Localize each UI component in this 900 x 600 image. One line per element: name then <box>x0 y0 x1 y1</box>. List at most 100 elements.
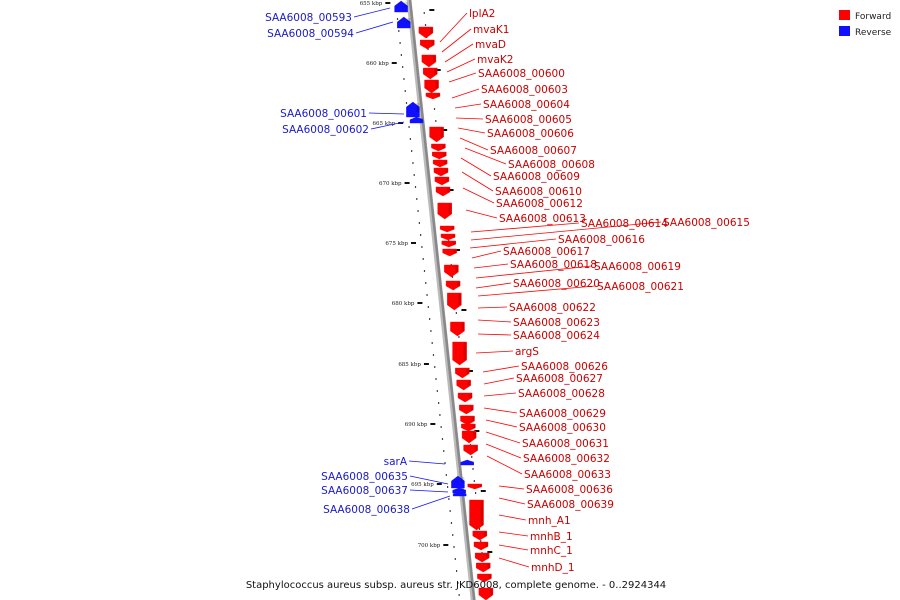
forward-gene-arrow[interactable] <box>439 225 455 233</box>
reverse-gene-arrow[interactable] <box>452 491 467 497</box>
reverse-gene-label[interactable]: SAA6008_00637 <box>321 485 408 497</box>
forward-gene-label[interactable]: SAA6008_00621 <box>597 281 684 293</box>
forward-gene-arrow[interactable] <box>469 499 484 531</box>
forward-gene-label[interactable]: mvaD <box>475 39 506 51</box>
forward-gene-label[interactable]: SAA6008_00600 <box>478 68 565 80</box>
reverse-gene-label[interactable]: sarA <box>384 456 408 468</box>
forward-gene-arrow[interactable] <box>429 126 444 143</box>
forward-gene-arrow[interactable] <box>425 92 441 100</box>
forward-gene-label[interactable]: SAA6008_00639 <box>527 499 614 511</box>
forward-gene-arrow[interactable] <box>477 573 492 583</box>
forward-gene-label[interactable]: SAA6008_00632 <box>523 453 610 465</box>
forward-gene-arrow[interactable] <box>431 143 446 152</box>
forward-gene-label[interactable]: SAA6008_00623 <box>513 317 600 329</box>
forward-gene-arrow[interactable] <box>423 67 438 80</box>
forward-gene-arrow[interactable] <box>456 379 471 391</box>
forward-gene-arrow[interactable] <box>441 240 456 248</box>
forward-gene-label[interactable]: SAA6008_00612 <box>496 198 583 210</box>
reverse-gene-label[interactable]: SAA6008_00602 <box>282 124 369 136</box>
forward-gene-label[interactable]: SAA6008_00606 <box>487 128 574 140</box>
forward-gene-label[interactable]: SAA6008_00618 <box>510 259 597 271</box>
forward-gene-arrow[interactable] <box>452 341 467 366</box>
forward-gene-arrow[interactable] <box>474 552 490 563</box>
forward-gene-arrow[interactable] <box>420 39 435 50</box>
forward-gene-label[interactable]: mvaK2 <box>477 54 513 66</box>
forward-gene-arrow[interactable] <box>472 530 488 541</box>
forward-gene-label[interactable]: SAA6008_00620 <box>513 278 600 290</box>
forward-gene-label[interactable]: SAA6008_00613 <box>499 213 586 225</box>
forward-gene-arrow[interactable] <box>476 562 491 573</box>
forward-gene-label[interactable]: SAA6008_00624 <box>513 330 600 342</box>
forward-gene-label[interactable]: SAA6008_00605 <box>485 114 572 126</box>
forward-gene-arrow[interactable] <box>440 233 456 241</box>
forward-gene-label[interactable]: SAA6008_00615 <box>663 217 750 229</box>
forward-gene-arrow[interactable] <box>450 321 465 337</box>
reverse-gene-arrow[interactable] <box>394 0 408 13</box>
forward-gene-label[interactable]: mnhB_1 <box>530 531 573 543</box>
forward-gene-arrow[interactable] <box>457 392 473 403</box>
forward-gene-arrow[interactable] <box>461 430 477 444</box>
forward-gene-label[interactable]: SAA6008_00616 <box>558 234 645 246</box>
forward-gene-label[interactable]: SAA6008_00622 <box>509 302 596 314</box>
forward-gene-arrow[interactable] <box>421 54 437 68</box>
forward-gene-arrow[interactable] <box>433 167 449 177</box>
forward-gene-label[interactable]: SAA6008_00603 <box>481 84 568 96</box>
kbp-tick-label: 655 kbp <box>360 1 383 7</box>
gene-labels[interactable]: lplA2 mvaK1 mvaD mvaK2 SAA6008_00600 SAA6008_… <box>265 8 750 574</box>
forward-label-leader <box>459 137 489 151</box>
forward-gene-label[interactable]: argS <box>515 346 539 358</box>
forward-gene-arrow[interactable] <box>473 541 489 551</box>
forward-gene-label[interactable]: mnhD_1 <box>531 562 575 574</box>
reverse-gene-arrow[interactable] <box>451 475 465 489</box>
forward-gene-arrow[interactable] <box>418 26 434 39</box>
forward-gene-label[interactable]: SAA6008_00619 <box>594 261 681 273</box>
reverse-gene-arrow[interactable] <box>460 459 474 466</box>
forward-gene-arrow[interactable] <box>447 292 462 311</box>
forward-gene-arrow[interactable] <box>463 444 478 456</box>
forward-gene-arrow[interactable] <box>444 264 459 278</box>
reverse-gene-arrow[interactable] <box>406 101 420 118</box>
forward-gene-label[interactable]: SAA6008_00631 <box>522 438 609 450</box>
forward-gene-arrow[interactable] <box>442 248 457 257</box>
forward-gene-label[interactable]: SAA6008_00628 <box>518 388 605 400</box>
forward-gene-label[interactable]: mvaK1 <box>473 24 509 36</box>
forward-gene-arrow[interactable] <box>424 79 439 94</box>
forward-gene-arrow[interactable] <box>432 151 447 160</box>
forward-gene-arrow[interactable] <box>434 176 450 186</box>
forward-gene-arrow[interactable] <box>432 159 448 168</box>
forward-gene-label[interactable]: SAA6008_00627 <box>516 373 603 385</box>
forward-gene-arrow[interactable] <box>437 202 452 220</box>
forward-gene-label[interactable]: lplA2 <box>469 8 495 20</box>
forward-gene-label[interactable]: mnh_A1 <box>528 515 571 527</box>
reverse-gene-arrow[interactable] <box>397 16 411 29</box>
forward-gene-label[interactable]: SAA6008_00617 <box>503 246 590 258</box>
forward-gene-label[interactable]: SAA6008_00636 <box>526 484 613 496</box>
forward-gene-arrow[interactable] <box>478 587 494 600</box>
forward-gene-label[interactable]: SAA6008_00608 <box>508 159 595 171</box>
forward-gene-label[interactable]: SAA6008_00607 <box>490 145 577 157</box>
forward-gene-label[interactable]: SAA6008_00630 <box>519 422 606 434</box>
reverse-gene-label[interactable]: SAA6008_00638 <box>323 504 410 516</box>
reverse-gene-label[interactable]: SAA6008_00601 <box>280 108 367 120</box>
forward-gene-label[interactable]: SAA6008_00614 <box>581 218 668 230</box>
forward-gene-arrow[interactable] <box>467 483 482 490</box>
forward-gene-label[interactable]: SAA6008_00626 <box>521 361 608 373</box>
reverse-gene-label[interactable]: SAA6008_00594 <box>267 28 354 40</box>
forward-gene-arrow[interactable] <box>455 367 470 379</box>
reverse-gene-arrow[interactable] <box>409 116 424 124</box>
forward-gene-label[interactable]: SAA6008_00610 <box>495 186 582 198</box>
forward-gene-arrow[interactable] <box>460 415 475 426</box>
forward-gene-arrow[interactable] <box>445 280 461 291</box>
minor-tick-left <box>443 450 445 452</box>
forward-gene-label[interactable]: SAA6008_00609 <box>493 171 580 183</box>
legend-forward-swatch <box>839 10 850 20</box>
forward-gene-label[interactable]: mnhC_1 <box>530 545 573 557</box>
forward-gene-arrow[interactable] <box>435 186 451 197</box>
forward-gene-arrow[interactable] <box>459 404 474 415</box>
reverse-gene-label[interactable]: SAA6008_00635 <box>321 471 408 483</box>
forward-gene-label[interactable]: SAA6008_00629 <box>519 408 606 420</box>
forward-gene-arrow[interactable] <box>461 423 476 432</box>
reverse-gene-label[interactable]: SAA6008_00593 <box>265 12 352 24</box>
forward-gene-label[interactable]: SAA6008_00633 <box>524 469 611 481</box>
forward-gene-label[interactable]: SAA6008_00604 <box>483 99 570 111</box>
